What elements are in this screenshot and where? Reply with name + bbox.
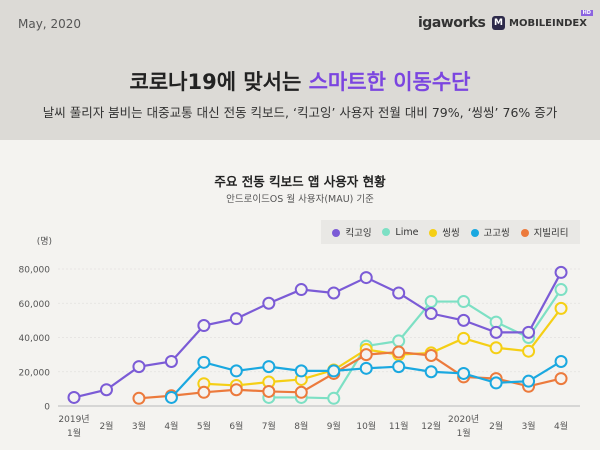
data-point-고고씽 xyxy=(229,364,243,378)
legend-label: 씽씽 xyxy=(442,228,460,239)
legend-marker xyxy=(470,229,479,237)
data-point-Lime xyxy=(424,295,438,309)
data-point-킥고잉 xyxy=(359,271,373,285)
data-point-씽씽 xyxy=(489,341,503,355)
legend-label: 지빌리티 xyxy=(533,228,569,239)
data-point-씽씽 xyxy=(457,331,471,345)
chart-title: 주요 전동 킥보드 앱 사용자 현황 xyxy=(214,174,386,189)
x-tick-label: 11월 xyxy=(389,420,409,432)
x-tick-label: 1월 xyxy=(457,427,471,439)
data-point-킥고잉 xyxy=(489,325,503,339)
data-point-지빌리티 xyxy=(262,384,276,398)
data-point-Lime xyxy=(554,283,568,297)
series-line-씽씽 xyxy=(203,307,562,387)
legend-label: 킥고잉 xyxy=(345,228,372,239)
data-point-킥고잉 xyxy=(457,313,471,327)
data-point-킥고잉 xyxy=(392,286,406,300)
data-point-고고씽 xyxy=(489,376,503,390)
x-tick-label: 2월 xyxy=(99,420,113,432)
x-tick-label: 10월 xyxy=(356,420,376,432)
data-point-킥고잉 xyxy=(554,265,568,279)
series-line-Lime xyxy=(268,288,562,400)
data-point-씽씽 xyxy=(522,344,536,358)
chart-legend: 킥고잉 Lime 씽씽 고고씽 지빌리티 xyxy=(321,220,580,244)
data-point-고고씽 xyxy=(457,366,471,380)
data-point-고고씽 xyxy=(392,360,406,374)
data-point-킥고잉 xyxy=(197,319,211,333)
x-tick-label: 6월 xyxy=(229,420,243,432)
data-point-Lime xyxy=(392,334,406,348)
data-point-지빌리티 xyxy=(294,385,308,399)
y-axis-label: (명) xyxy=(37,236,52,247)
data-point-킥고잉 xyxy=(262,296,276,310)
y-tick-label: 80,000 xyxy=(19,266,51,276)
data-point-고고씽 xyxy=(522,374,536,388)
legend-label: 고고씽 xyxy=(483,228,510,239)
x-tick-label-year: 2019년 xyxy=(58,414,89,425)
legend-item: 지빌리티 xyxy=(520,225,569,239)
data-point-킥고잉 xyxy=(327,286,341,300)
data-point-고고씽 xyxy=(554,354,568,368)
legend-item: 씽씽 xyxy=(429,225,460,239)
legend-item: 킥고잉 xyxy=(332,225,372,239)
data-point-킥고잉 xyxy=(522,325,536,339)
x-tick-label: 3월 xyxy=(132,420,146,432)
mobileindex-logo: M MOBILEINDEX HD xyxy=(492,10,593,30)
data-point-킥고잉 xyxy=(67,390,81,404)
legend-marker xyxy=(429,229,438,237)
legend-item: Lime xyxy=(382,227,418,238)
data-point-지빌리티 xyxy=(424,348,438,362)
legend-marker xyxy=(520,229,529,237)
x-tick-label: 12월 xyxy=(421,420,441,432)
x-tick-label: 7월 xyxy=(262,420,276,432)
data-point-킥고잉 xyxy=(424,307,438,321)
data-point-킥고잉 xyxy=(164,354,178,368)
x-tick-label: 1월 xyxy=(67,427,81,439)
data-point-고고씽 xyxy=(262,360,276,374)
data-point-고고씽 xyxy=(197,355,211,369)
x-tick-label: 4월 xyxy=(164,420,178,432)
legend-marker xyxy=(382,227,391,236)
x-tick-label: 3월 xyxy=(522,420,536,432)
legend-label: Lime xyxy=(395,226,419,238)
igaworks-logo: igaworks xyxy=(418,15,486,31)
data-point-고고씽 xyxy=(359,361,373,375)
x-tick-label: 4월 xyxy=(554,420,568,432)
y-tick-label: 0 xyxy=(44,403,50,413)
data-point-Lime xyxy=(327,391,341,405)
data-point-고고씽 xyxy=(164,390,178,404)
series-line-킥고잉 xyxy=(73,271,563,399)
data-point-지빌리티 xyxy=(359,348,373,362)
data-point-지빌리티 xyxy=(229,383,243,397)
data-point-킥고잉 xyxy=(294,283,308,297)
page-title: 코로나19에 맞서는 스마트한 이동수단 xyxy=(129,70,471,94)
x-tick-label: 8월 xyxy=(294,420,308,432)
y-tick-label: 20,000 xyxy=(19,368,51,378)
data-point-고고씽 xyxy=(327,364,341,378)
x-tick-label: 5월 xyxy=(197,420,211,432)
y-tick-label: 60,000 xyxy=(19,300,51,310)
data-point-고고씽 xyxy=(294,364,308,378)
chart-subtitle: 안드로이드OS 월 사용자(MAU) 기준 xyxy=(226,194,374,205)
data-point-지빌리티 xyxy=(392,345,406,359)
data-point-킥고잉 xyxy=(99,383,113,397)
data-point-지빌리티 xyxy=(197,385,211,399)
report-date: May, 2020 xyxy=(18,17,81,31)
data-point-킥고잉 xyxy=(229,312,243,326)
data-point-씽씽 xyxy=(554,301,568,315)
legend-marker xyxy=(332,229,341,237)
x-tick-label: 2월 xyxy=(489,420,503,432)
data-point-킥고잉 xyxy=(132,360,146,374)
page-subtitle: 날씨 풀리자 붐비는 대중교통 대신 전동 킥보드, ‘킥고잉’ 사용자 전월 … xyxy=(42,105,558,120)
x-tick-label: 9월 xyxy=(327,420,341,432)
x-tick-label-year: 2020년 xyxy=(448,414,479,425)
data-point-지빌리티 xyxy=(554,372,568,386)
legend-item: 고고씽 xyxy=(470,225,510,239)
data-point-지빌리티 xyxy=(132,391,146,405)
data-point-고고씽 xyxy=(424,365,438,379)
data-point-Lime xyxy=(457,295,471,309)
header-banner: May, 2020 igaworks M MOBILEINDEX HD 코로나19에… xyxy=(0,0,600,140)
y-tick-label: 40,000 xyxy=(19,334,51,344)
